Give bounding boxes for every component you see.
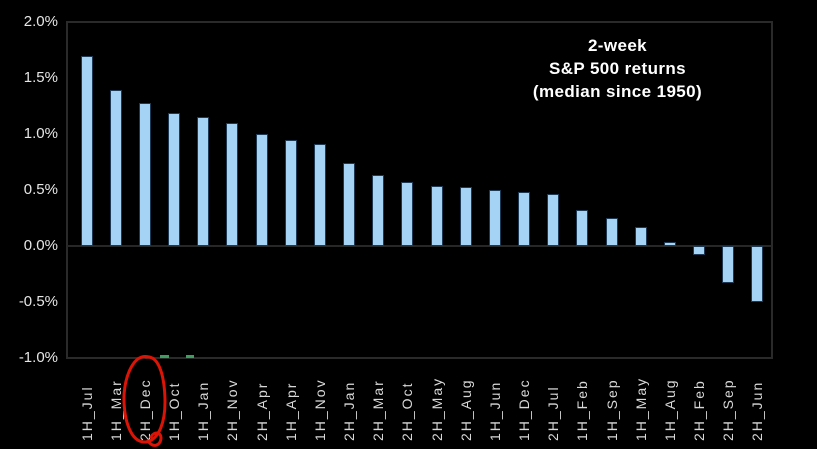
y-tick-label: 0.5%: [23, 181, 58, 198]
bar-1H_Sep: [605, 218, 618, 246]
x-tick-label-1H_Feb: 1H_Feb: [574, 379, 591, 441]
zero-axis-line: [67, 245, 772, 247]
bar-1H_Nov: [313, 144, 326, 246]
x-tick-label-1H_Dec: 1H_Dec: [516, 378, 533, 441]
x-tick-label-1H_Jun: 1H_Jun: [486, 380, 503, 441]
bar-1H_Jul: [80, 55, 93, 246]
y-tick-label: 1.0%: [23, 125, 58, 142]
x-tick-label-2H_Feb: 2H_Feb: [691, 379, 708, 441]
bar-1H_Feb: [576, 210, 589, 246]
bar-1H_Mar: [109, 90, 122, 246]
x-tick-label-1H_Jul: 1H_Jul: [78, 385, 95, 441]
x-tick-label-2H_Nov: 2H_Nov: [224, 378, 241, 441]
y-tick-label: -1.0%: [18, 349, 58, 366]
x-tick-label-2H_Sep: 2H_Sep: [720, 378, 737, 441]
bar-2H_Dec: [138, 102, 151, 246]
x-tick-label-2H_Oct: 2H_Oct: [399, 381, 416, 441]
x-tick-label-1H_Aug: 1H_Aug: [661, 378, 678, 441]
chart-title-line-3: (median since 1950): [532, 82, 703, 101]
x-tick-label-2H_May: 2H_May: [428, 376, 445, 441]
x-tick-label-1H_Apr: 1H_Apr: [282, 381, 299, 441]
x-tick-label-2H_Jun: 2H_Jun: [749, 380, 766, 441]
x-tick-label-1H_Sep: 1H_Sep: [603, 378, 620, 441]
bar-1H_Jan: [197, 117, 210, 246]
bar-2H_Apr: [255, 134, 268, 246]
x-tick-label-2H_Aug: 2H_Aug: [457, 378, 474, 441]
x-tick-label-2H_Dec: 2H_Dec: [136, 378, 153, 441]
bar-1H_Dec: [518, 192, 531, 246]
bar-2H_Aug: [459, 186, 472, 246]
x-tick-label-2H_Jul: 2H_Jul: [545, 385, 562, 441]
bar-1H_Jun: [488, 190, 501, 246]
x-tick-label-1H_Jan: 1H_Jan: [195, 380, 212, 441]
bar-1H_Oct: [168, 112, 181, 246]
chart-title-line-2: S&P 500 returns: [548, 59, 687, 78]
bar-2H_Jan: [343, 163, 356, 246]
x-tick-label-1H_Mar: 1H_Mar: [107, 379, 124, 441]
bar-2H_Jun: [751, 246, 764, 302]
y-tick-label: 2.0%: [23, 13, 58, 30]
x-tick-label-1H_May: 1H_May: [632, 376, 649, 441]
green-dash-mark: [160, 355, 169, 358]
x-tick-label-2H_Jan: 2H_Jan: [341, 380, 358, 441]
bar-1H_May: [634, 226, 647, 246]
bar-2H_Feb: [693, 246, 706, 255]
x-tick-label-1H_Oct: 1H_Oct: [166, 381, 183, 441]
bar-1H_Apr: [284, 139, 297, 246]
chart-title: 2-week S&P 500 returns (median since 195…: [455, 34, 780, 103]
bar-2H_Oct: [401, 182, 414, 246]
plot-area: [66, 21, 773, 359]
y-tick-label: 1.5%: [23, 69, 58, 86]
x-tick-label-2H_Mar: 2H_Mar: [370, 379, 387, 441]
bar-2H_Jul: [547, 194, 560, 246]
chart-title-line-1: 2-week: [587, 36, 648, 55]
x-tick-label-2H_Apr: 2H_Apr: [253, 381, 270, 441]
bar-2H_May: [430, 185, 443, 246]
bar-1H_Aug: [663, 241, 676, 246]
y-tick-label: -0.5%: [18, 293, 58, 310]
bar-2H_Sep: [722, 246, 735, 283]
bar-2H_Nov: [226, 122, 239, 246]
y-tick-label: 0.0%: [23, 237, 58, 254]
x-tick-label-1H_Nov: 1H_Nov: [311, 378, 328, 441]
green-dash-mark: [186, 355, 194, 358]
bar-2H_Mar: [372, 175, 385, 246]
